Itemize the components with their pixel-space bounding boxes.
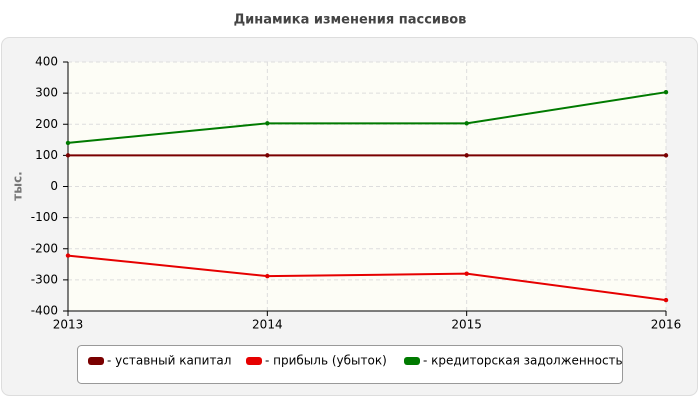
point — [663, 89, 669, 95]
plot-area — [68, 62, 666, 311]
legend-label: - прибыль (убыток) — [265, 354, 387, 368]
legend-swatch — [246, 357, 262, 365]
y-tick-label: 200 — [35, 117, 58, 131]
point — [464, 153, 469, 158]
y-tick-label: 100 — [35, 148, 58, 162]
legend-label: - кредиторская задолженность — [423, 354, 623, 368]
legend-swatch — [88, 357, 104, 365]
point — [265, 273, 270, 279]
point — [65, 140, 71, 146]
series-line — [67, 254, 667, 302]
y-tick-label: -200 — [31, 241, 58, 255]
chart-title: Динамика изменения пассивов — [234, 13, 467, 28]
point — [265, 121, 270, 126]
x-tick-label: 2015 — [451, 318, 482, 332]
legend-swatch — [404, 357, 420, 365]
legend-label: - уставный капитал — [107, 354, 231, 368]
point — [464, 121, 469, 126]
legend — [77, 345, 623, 384]
y-tick-label: -400 — [31, 304, 58, 318]
y-axis-label: тыс. — [11, 171, 25, 200]
y-tick-label: 400 — [35, 55, 58, 69]
point — [663, 297, 669, 303]
y-tick-label: -300 — [31, 272, 58, 286]
point — [663, 153, 669, 158]
point — [65, 253, 71, 258]
x-tick-label: 2016 — [651, 318, 682, 332]
y-tick-label: 0 — [50, 179, 58, 193]
point — [265, 153, 270, 158]
series-line — [67, 91, 667, 144]
y-tick-label: 300 — [35, 86, 58, 100]
point — [65, 153, 71, 158]
x-tick-label: 2013 — [53, 318, 84, 332]
point — [464, 271, 469, 276]
y-tick-label: -100 — [31, 210, 58, 224]
x-tick-label: 2014 — [252, 318, 283, 332]
